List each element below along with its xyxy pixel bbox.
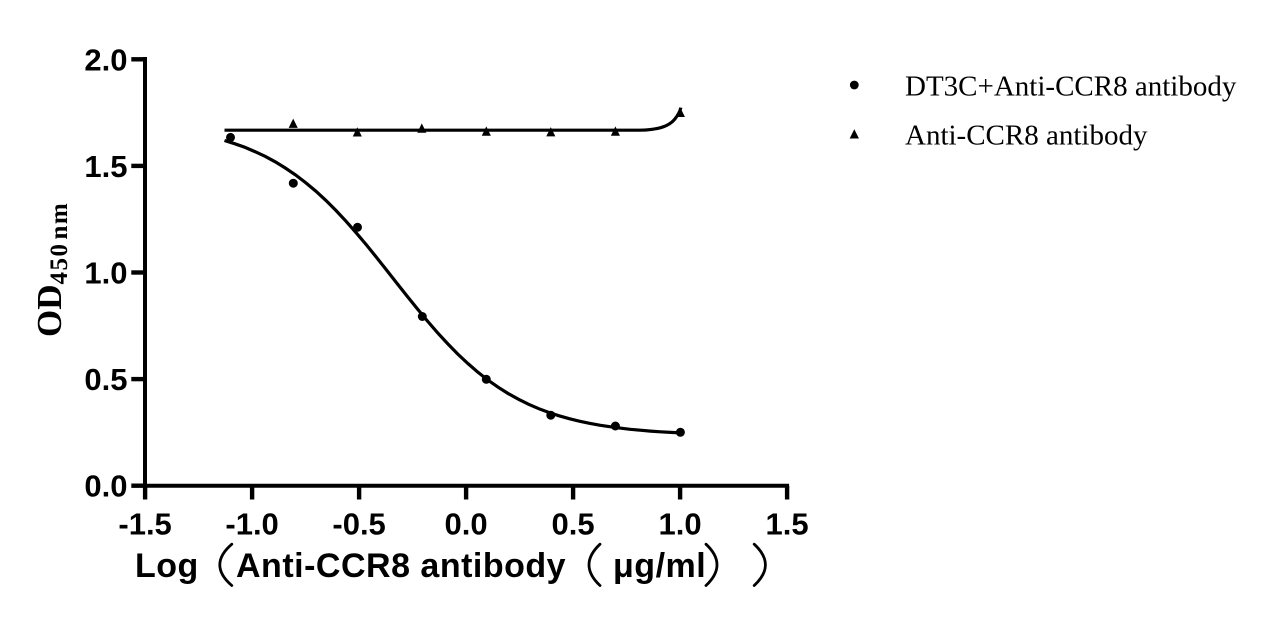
svg-text:1.0: 1.0 (659, 507, 702, 542)
svg-text:1.0: 1.0 (84, 256, 127, 291)
svg-text:0.0: 0.0 (84, 469, 127, 504)
svg-text:2.0: 2.0 (84, 42, 127, 77)
svg-text:DT3C+Anti-CCR8 antibody: DT3C+Anti-CCR8 antibody (905, 71, 1237, 103)
svg-text:-1.0: -1.0 (225, 507, 278, 542)
svg-text:1.5: 1.5 (84, 149, 127, 184)
svg-text:0.5: 0.5 (552, 507, 595, 542)
svg-text:-0.5: -0.5 (332, 507, 385, 542)
svg-text:-1.5: -1.5 (118, 507, 171, 542)
svg-text:0.0: 0.0 (445, 507, 488, 542)
svg-text:Anti-CCR8 antibody: Anti-CCR8 antibody (905, 120, 1148, 152)
svg-text:0.5: 0.5 (84, 362, 127, 397)
svg-text:1.5: 1.5 (766, 507, 809, 542)
